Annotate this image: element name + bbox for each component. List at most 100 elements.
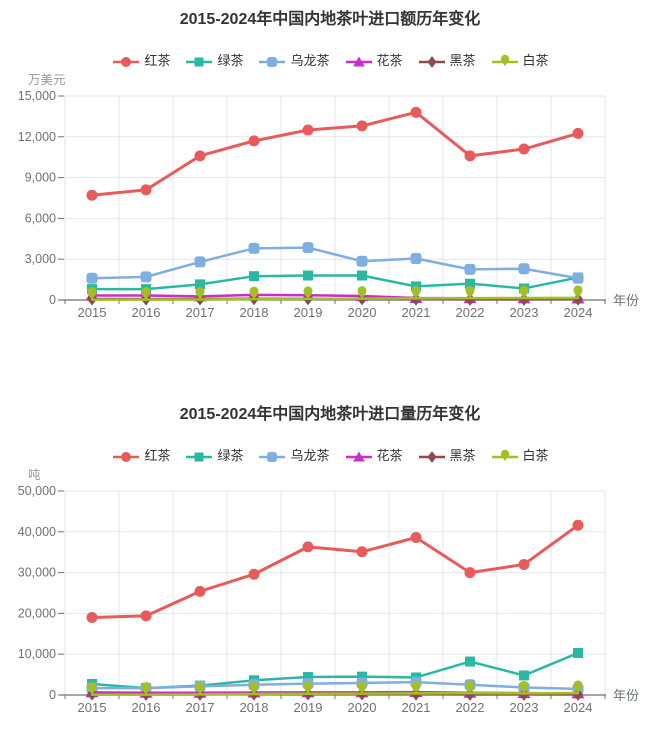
data-point-marker[interactable] bbox=[302, 242, 314, 254]
legend-label: 白茶 bbox=[522, 448, 549, 463]
data-point-marker[interactable] bbox=[573, 647, 583, 658]
data-point-marker[interactable] bbox=[249, 286, 259, 300]
data-point-marker[interactable] bbox=[573, 680, 583, 693]
data-point-marker[interactable] bbox=[465, 656, 475, 667]
legend-item[interactable]: 绿茶 bbox=[184, 53, 243, 69]
legend-item[interactable]: 乌龙茶 bbox=[257, 448, 330, 464]
y-axis-tick-label: 20,000 bbox=[18, 606, 56, 620]
data-point-marker[interactable] bbox=[141, 287, 151, 300]
data-point-marker[interactable] bbox=[140, 184, 152, 196]
data-point-marker[interactable] bbox=[572, 127, 584, 139]
roundRect-marker-icon bbox=[267, 452, 278, 462]
data-point-marker[interactable] bbox=[357, 270, 367, 281]
data-point-marker[interactable] bbox=[356, 255, 368, 267]
data-point-marker[interactable] bbox=[303, 286, 313, 299]
legend-item[interactable]: 黑茶 bbox=[417, 448, 476, 464]
legend-item[interactable]: 花茶 bbox=[344, 53, 403, 69]
line-chart-canvas: 0 10,000 20,000 30,000 40,000 50,000 2015 2016 2… bbox=[18, 468, 639, 715]
data-point-marker[interactable] bbox=[302, 124, 314, 136]
x-axis-tick-label: 2024 bbox=[564, 305, 593, 320]
data-point-marker[interactable] bbox=[248, 242, 260, 254]
series-line bbox=[90, 523, 580, 619]
data-point-marker[interactable] bbox=[356, 546, 368, 558]
data-point-marker[interactable] bbox=[302, 541, 314, 553]
roundRect-legend-marker-icon bbox=[259, 57, 286, 67]
data-point-marker[interactable] bbox=[519, 292, 529, 306]
data-point-marker[interactable] bbox=[519, 285, 529, 298]
data-point-marker[interactable] bbox=[194, 150, 206, 162]
y-axis-tick-label: 0 bbox=[49, 688, 56, 702]
data-point-marker[interactable] bbox=[86, 189, 98, 201]
legend-label: 黑茶 bbox=[449, 53, 476, 68]
data-point-marker[interactable] bbox=[86, 611, 98, 623]
x-axis-tick-label: 2022 bbox=[456, 305, 485, 320]
series-line bbox=[90, 246, 580, 280]
data-point-marker[interactable] bbox=[572, 519, 584, 531]
legend-item[interactable]: 白茶 bbox=[490, 53, 549, 69]
data-point-marker[interactable] bbox=[249, 681, 259, 694]
data-point-marker[interactable] bbox=[572, 272, 584, 284]
x-axis-name: 年份 bbox=[613, 293, 639, 308]
data-point-marker[interactable] bbox=[303, 672, 313, 683]
data-point-marker[interactable] bbox=[87, 682, 97, 695]
data-point-marker[interactable] bbox=[465, 278, 475, 289]
x-axis-tick-label: 2023 bbox=[510, 700, 539, 715]
rect-legend-marker-icon bbox=[186, 452, 213, 462]
y-axis-tick-label: 3,000 bbox=[25, 252, 56, 266]
data-point-marker[interactable] bbox=[573, 285, 583, 298]
legend-item[interactable]: 红茶 bbox=[111, 448, 170, 464]
data-point-marker[interactable] bbox=[410, 253, 422, 265]
data-point-marker[interactable] bbox=[194, 256, 206, 268]
data-point-marker[interactable] bbox=[518, 558, 530, 570]
data-point-marker[interactable] bbox=[518, 263, 530, 275]
legend-item[interactable]: 花茶 bbox=[344, 448, 403, 464]
data-point-marker[interactable] bbox=[249, 271, 259, 282]
data-point-marker[interactable] bbox=[410, 532, 422, 544]
data-point-marker[interactable] bbox=[140, 271, 152, 283]
data-point-marker[interactable] bbox=[357, 671, 367, 682]
x-axis-tick-label: 2016 bbox=[132, 305, 161, 320]
data-point-marker[interactable] bbox=[411, 285, 421, 299]
data-point-marker[interactable] bbox=[357, 286, 367, 299]
data-point-marker[interactable] bbox=[87, 287, 97, 300]
data-point-marker[interactable] bbox=[248, 135, 260, 147]
data-point-marker[interactable] bbox=[195, 681, 205, 695]
legend-item[interactable]: 乌龙茶 bbox=[257, 53, 330, 69]
y-axis-tick-label: 0 bbox=[49, 293, 56, 307]
data-point-marker[interactable] bbox=[519, 670, 529, 681]
legend-item[interactable]: 绿茶 bbox=[184, 448, 243, 464]
legend-item[interactable]: 白茶 bbox=[490, 448, 549, 464]
data-point-marker[interactable] bbox=[573, 292, 583, 306]
data-point-marker[interactable] bbox=[357, 681, 367, 694]
legend-item[interactable]: 红茶 bbox=[111, 53, 170, 69]
data-point-marker[interactable] bbox=[464, 567, 476, 579]
y-unit-label: 吨 bbox=[28, 468, 41, 482]
triangle-marker-icon bbox=[352, 451, 365, 462]
data-point-marker[interactable] bbox=[411, 680, 421, 694]
y-axis-tick-label: 30,000 bbox=[18, 566, 56, 580]
legend-item[interactable]: 黑茶 bbox=[417, 53, 476, 69]
data-point-marker[interactable] bbox=[303, 681, 313, 694]
data-point-marker[interactable] bbox=[140, 610, 152, 622]
data-point-marker[interactable] bbox=[464, 263, 476, 275]
data-point-marker[interactable] bbox=[194, 585, 206, 597]
data-point-marker[interactable] bbox=[195, 286, 205, 300]
data-point-marker[interactable] bbox=[519, 680, 529, 694]
data-point-marker[interactable] bbox=[248, 568, 260, 580]
data-point-marker[interactable] bbox=[141, 682, 151, 695]
data-point-marker[interactable] bbox=[464, 150, 476, 162]
data-point-marker[interactable] bbox=[356, 120, 368, 132]
data-point-marker[interactable] bbox=[573, 687, 583, 701]
data-point-marker[interactable] bbox=[465, 680, 475, 694]
data-point-marker[interactable] bbox=[465, 285, 475, 299]
data-point-marker[interactable] bbox=[410, 106, 422, 118]
data-point-marker[interactable] bbox=[86, 272, 98, 284]
data-point-marker[interactable] bbox=[518, 143, 530, 155]
legend-label: 黑茶 bbox=[449, 448, 476, 463]
x-axis-tick-label: 2015 bbox=[78, 305, 107, 320]
data-point-marker[interactable] bbox=[303, 270, 313, 281]
x-axis-name: 年份 bbox=[613, 688, 639, 703]
data-point-marker[interactable] bbox=[195, 279, 205, 290]
legend-label: 绿茶 bbox=[217, 448, 244, 463]
